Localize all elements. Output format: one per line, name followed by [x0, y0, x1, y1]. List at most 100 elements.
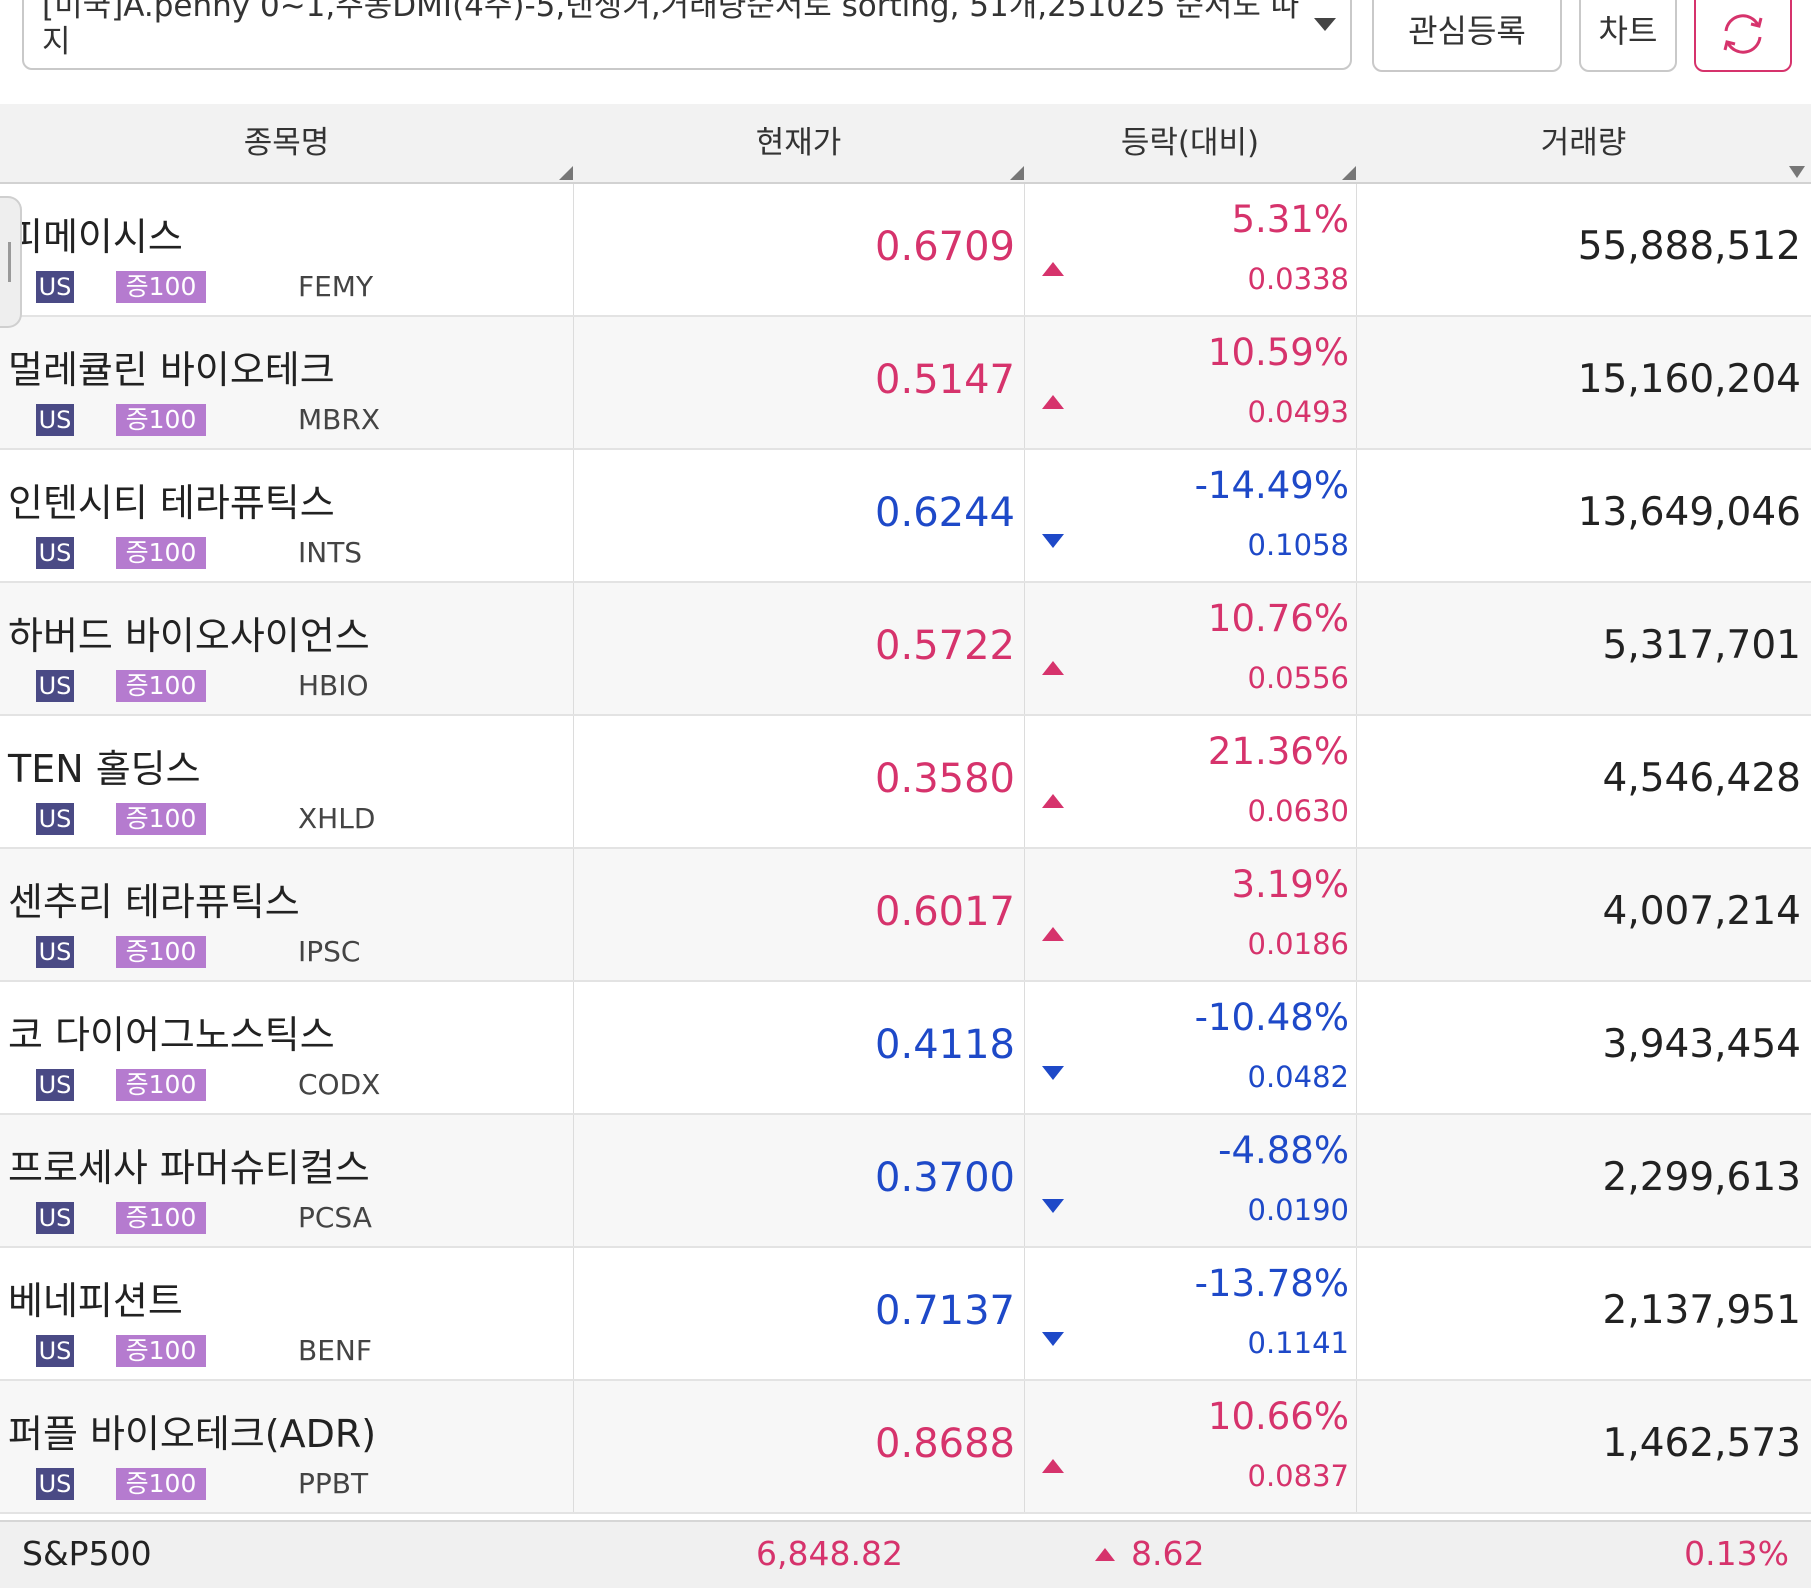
column-divider — [573, 716, 574, 847]
column-header-change[interactable]: 등락(대비) — [1120, 125, 1260, 161]
current-price: 0.8688 — [875, 1421, 1015, 1467]
stock-name: TEN 홀딩스 — [8, 747, 201, 791]
current-price: 0.7137 — [875, 1288, 1015, 1334]
chart-button[interactable]: 차트 — [1579, 0, 1677, 72]
stock-list: 피메이시스 US 증100 FEMY 0.6709 5.31% 0.0338 55,888,5… — [0, 184, 1811, 1514]
up-arrow-icon — [1095, 1548, 1115, 1561]
refresh-button[interactable] — [1694, 0, 1792, 72]
change-amount: 0.1058 — [1247, 528, 1349, 562]
column-divider — [573, 317, 574, 448]
table-row[interactable]: 멀레큘린 바이오테크 US 증100 MBRX 0.5147 10.59% 0.0493 15… — [0, 317, 1811, 450]
up-arrow-icon — [1042, 661, 1064, 675]
column-header-price[interactable]: 현재가 — [755, 125, 842, 161]
stock-name: 인텐시티 테라퓨틱스 — [8, 481, 335, 525]
margin-badge: 증100 — [116, 537, 206, 569]
column-divider — [1356, 317, 1357, 448]
sort-descending-icon[interactable] — [1789, 166, 1805, 178]
add-watchlist-button[interactable]: 관심등록 — [1372, 0, 1562, 72]
column-divider — [1356, 1381, 1357, 1512]
change-amount: 0.0338 — [1247, 262, 1349, 296]
column-divider — [1356, 1115, 1357, 1246]
condition-search-select[interactable]: [미국]A.penny 0~1,주봉DMI(4주)-5,댄생거,거래량순서로 s… — [22, 0, 1352, 70]
change-percent: -14.49% — [1194, 464, 1349, 507]
table-row[interactable]: 퍼플 바이오테크(ADR) US 증100 PPBT 0.8688 10.66% 0.083… — [0, 1381, 1811, 1514]
trade-volume: 1,462,573 — [1602, 1421, 1802, 1466]
current-price: 0.3700 — [875, 1155, 1015, 1201]
index-value: 6,848.82 — [756, 1534, 903, 1573]
column-divider — [573, 1115, 574, 1246]
column-divider — [573, 849, 574, 980]
sort-corner-icon — [559, 166, 573, 180]
column-divider — [573, 982, 574, 1113]
table-row[interactable]: TEN 홀딩스 US 증100 XHLD 0.3580 21.36% 0.0630 4,546… — [0, 716, 1811, 849]
market-badge: US — [36, 537, 74, 569]
margin-badge: 증100 — [116, 1202, 206, 1234]
change-amount: 0.0556 — [1247, 661, 1349, 695]
table-row[interactable]: 코 다이어그노스틱스 US 증100 CODX 0.4118 -10.48% 0.0482 3… — [0, 982, 1811, 1115]
change-percent: 3.19% — [1231, 863, 1349, 906]
up-arrow-icon — [1042, 927, 1064, 941]
table-row[interactable]: 하버드 바이오사이언스 US 증100 HBIO 0.5722 10.76% 0.0556 5… — [0, 583, 1811, 716]
table-row[interactable]: 센추리 테라퓨틱스 US 증100 IPSC 0.6017 3.19% 0.0186 4,00… — [0, 849, 1811, 982]
up-arrow-icon — [1042, 794, 1064, 808]
current-price: 0.4118 — [875, 1022, 1015, 1068]
trade-volume: 2,299,613 — [1602, 1155, 1802, 1200]
change-percent: 10.66% — [1207, 1395, 1349, 1438]
table-header: 종목명 현재가 등락(대비) 거래량 — [0, 104, 1811, 184]
change-percent: -10.48% — [1194, 996, 1349, 1039]
change-amount: 0.0190 — [1247, 1193, 1349, 1227]
change-percent: 10.59% — [1207, 331, 1349, 374]
index-ticker-bar[interactable]: S&P500 6,848.82 8.62 0.13% — [0, 1520, 1811, 1588]
column-divider — [1356, 450, 1357, 581]
stock-name: 베네피션트 — [8, 1279, 183, 1323]
market-badge: US — [36, 271, 74, 303]
change-amount: 0.0482 — [1247, 1060, 1349, 1094]
column-divider — [573, 450, 574, 581]
column-divider — [573, 1381, 574, 1512]
column-divider — [573, 184, 574, 315]
column-divider — [1356, 1248, 1357, 1379]
margin-badge: 증100 — [116, 404, 206, 436]
current-price: 0.5147 — [875, 357, 1015, 403]
margin-badge: 증100 — [116, 1069, 206, 1101]
index-change-percent: 0.13% — [1684, 1534, 1789, 1573]
change-amount: 0.0186 — [1247, 927, 1349, 961]
current-price: 0.6709 — [875, 224, 1015, 270]
market-badge: US — [36, 936, 74, 968]
ticker-symbol: MBRX — [298, 403, 381, 436]
margin-badge: 증100 — [116, 803, 206, 835]
market-badge: US — [36, 1202, 74, 1234]
change-amount: 0.0837 — [1247, 1459, 1349, 1493]
stock-name: 멀레큘린 바이오테크 — [8, 348, 335, 392]
column-divider — [1024, 317, 1025, 448]
margin-badge: 증100 — [116, 936, 206, 968]
column-divider — [1024, 1381, 1025, 1512]
stock-name: 센추리 테라퓨틱스 — [8, 880, 300, 924]
column-divider — [1356, 982, 1357, 1113]
trade-volume: 2,137,951 — [1602, 1288, 1802, 1333]
margin-badge: 증100 — [116, 1468, 206, 1500]
table-row[interactable]: 프로세사 파머슈티컬스 US 증100 PCSA 0.3700 -4.88% 0.0190 2… — [0, 1115, 1811, 1248]
chevron-down-icon[interactable] — [1314, 18, 1336, 31]
column-divider — [1356, 583, 1357, 714]
top-toolbar: [미국]A.penny 0~1,주봉DMI(4주)-5,댄생거,거래량순서로 s… — [0, 0, 1811, 104]
current-price: 0.6244 — [875, 490, 1015, 536]
stock-name: 피메이시스 — [8, 215, 183, 259]
market-badge: US — [36, 1335, 74, 1367]
table-row[interactable]: 베네피션트 US 증100 BENF 0.7137 -13.78% 0.1141 2,137,… — [0, 1248, 1811, 1381]
up-arrow-icon — [1042, 395, 1064, 409]
column-header-volume[interactable]: 거래량 — [1540, 125, 1627, 161]
index-name: S&P500 — [22, 1534, 152, 1573]
market-badge: US — [36, 803, 74, 835]
column-divider — [1024, 583, 1025, 714]
ticker-symbol: BENF — [298, 1334, 372, 1367]
column-header-name[interactable]: 종목명 — [243, 125, 330, 161]
table-row[interactable]: 인텐시티 테라퓨틱스 US 증100 INTS 0.6244 -14.49% 0.1058 1… — [0, 450, 1811, 583]
change-percent: -4.88% — [1218, 1129, 1349, 1172]
ticker-symbol: PPBT — [298, 1467, 369, 1500]
up-arrow-icon — [1042, 262, 1064, 276]
column-divider — [573, 583, 574, 714]
market-badge: US — [36, 1468, 74, 1500]
side-drawer-handle[interactable] — [0, 196, 22, 328]
table-row[interactable]: 피메이시스 US 증100 FEMY 0.6709 5.31% 0.0338 55,888,5… — [0, 184, 1811, 317]
